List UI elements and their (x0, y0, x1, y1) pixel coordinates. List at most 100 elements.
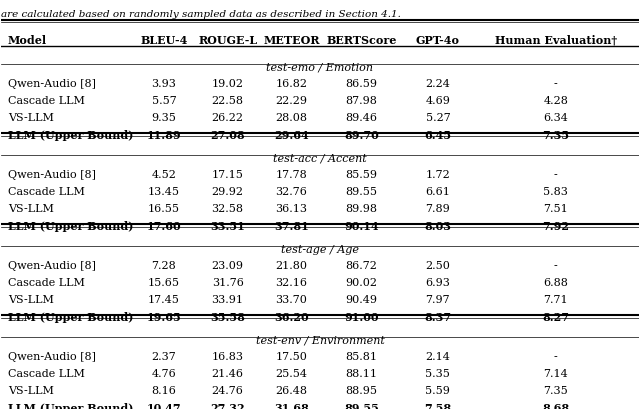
Text: Cascade LLM: Cascade LLM (8, 277, 84, 288)
Text: 35.58: 35.58 (210, 311, 245, 322)
Text: BLEU-4: BLEU-4 (140, 34, 188, 45)
Text: 2.24: 2.24 (426, 79, 451, 89)
Text: 7.35: 7.35 (543, 385, 568, 395)
Text: 13.45: 13.45 (148, 187, 180, 197)
Text: 16.82: 16.82 (275, 79, 307, 89)
Text: 7.51: 7.51 (543, 203, 568, 213)
Text: 17.78: 17.78 (275, 170, 307, 180)
Text: Human Evaluation†: Human Evaluation† (495, 34, 617, 45)
Text: 8.27: 8.27 (542, 311, 569, 322)
Text: 21.80: 21.80 (275, 261, 307, 271)
Text: 87.98: 87.98 (346, 96, 378, 106)
Text: VS-LLM: VS-LLM (8, 203, 54, 213)
Text: 19.02: 19.02 (212, 79, 244, 89)
Text: 6.93: 6.93 (426, 277, 451, 288)
Text: 4.52: 4.52 (152, 170, 176, 180)
Text: ROUGE-L: ROUGE-L (198, 34, 257, 45)
Text: VS-LLM: VS-LLM (8, 112, 54, 123)
Text: 8.16: 8.16 (152, 385, 176, 395)
Text: 31.76: 31.76 (212, 277, 244, 288)
Text: 32.16: 32.16 (275, 277, 307, 288)
Text: 5.83: 5.83 (543, 187, 568, 197)
Text: 8.03: 8.03 (424, 220, 451, 231)
Text: 17.60: 17.60 (147, 220, 181, 231)
Text: 36.13: 36.13 (275, 203, 307, 213)
Text: 91.00: 91.00 (344, 311, 379, 322)
Text: 5.57: 5.57 (152, 96, 176, 106)
Text: LLM (Upper Bound): LLM (Upper Bound) (8, 220, 133, 231)
Text: 88.95: 88.95 (346, 385, 378, 395)
Text: 2.37: 2.37 (152, 351, 176, 362)
Text: 85.81: 85.81 (346, 351, 378, 362)
Text: 25.54: 25.54 (275, 368, 307, 378)
Text: are calculated based on randomly sampled data as described in Section 4.1.: are calculated based on randomly sampled… (1, 10, 401, 19)
Text: 89.70: 89.70 (344, 129, 379, 140)
Text: 88.11: 88.11 (346, 368, 378, 378)
Text: 22.58: 22.58 (212, 96, 244, 106)
Text: 4.28: 4.28 (543, 96, 568, 106)
Text: 6.88: 6.88 (543, 277, 568, 288)
Text: Model: Model (8, 34, 47, 45)
Text: test-env / Environment: test-env / Environment (255, 335, 385, 345)
Text: 7.14: 7.14 (543, 368, 568, 378)
Text: 89.98: 89.98 (346, 203, 378, 213)
Text: 89.55: 89.55 (344, 402, 379, 409)
Text: 90.14: 90.14 (344, 220, 379, 231)
Text: 89.46: 89.46 (346, 112, 378, 123)
Text: 28.08: 28.08 (275, 112, 307, 123)
Text: 7.35: 7.35 (542, 129, 570, 140)
Text: 26.48: 26.48 (275, 385, 307, 395)
Text: 31.68: 31.68 (274, 402, 308, 409)
Text: -: - (554, 79, 557, 89)
Text: Qwen-Audio [8]: Qwen-Audio [8] (8, 170, 96, 180)
Text: -: - (554, 261, 557, 271)
Text: 86.59: 86.59 (346, 79, 378, 89)
Text: 2.14: 2.14 (426, 351, 451, 362)
Text: Qwen-Audio [8]: Qwen-Audio [8] (8, 351, 96, 362)
Text: 23.09: 23.09 (212, 261, 244, 271)
Text: 29.64: 29.64 (274, 129, 308, 140)
Text: 90.02: 90.02 (346, 277, 378, 288)
Text: 17.15: 17.15 (212, 170, 244, 180)
Text: VS-LLM: VS-LLM (8, 294, 54, 304)
Text: 10.47: 10.47 (147, 402, 181, 409)
Text: 7.97: 7.97 (426, 294, 450, 304)
Text: Cascade LLM: Cascade LLM (8, 187, 84, 197)
Text: 5.59: 5.59 (426, 385, 451, 395)
Text: 32.58: 32.58 (212, 203, 244, 213)
Text: 6.45: 6.45 (424, 129, 451, 140)
Text: 16.55: 16.55 (148, 203, 180, 213)
Text: 9.35: 9.35 (152, 112, 176, 123)
Text: 32.76: 32.76 (275, 187, 307, 197)
Text: 89.55: 89.55 (346, 187, 378, 197)
Text: 7.71: 7.71 (543, 294, 568, 304)
Text: 1.72: 1.72 (426, 170, 451, 180)
Text: LLM (Upper Bound): LLM (Upper Bound) (8, 402, 133, 409)
Text: 17.45: 17.45 (148, 294, 180, 304)
Text: 33.70: 33.70 (275, 294, 307, 304)
Text: 7.28: 7.28 (152, 261, 176, 271)
Text: 27.08: 27.08 (211, 129, 245, 140)
Text: 6.34: 6.34 (543, 112, 568, 123)
Text: 85.59: 85.59 (346, 170, 378, 180)
Text: test-acc / Accent: test-acc / Accent (273, 153, 367, 163)
Text: 90.49: 90.49 (346, 294, 378, 304)
Text: 8.37: 8.37 (424, 311, 451, 322)
Text: 3.93: 3.93 (152, 79, 176, 89)
Text: 22.29: 22.29 (275, 96, 307, 106)
Text: 33.51: 33.51 (210, 220, 245, 231)
Text: -: - (554, 170, 557, 180)
Text: GPT-4o: GPT-4o (416, 34, 460, 45)
Text: 37.81: 37.81 (274, 220, 308, 231)
Text: Cascade LLM: Cascade LLM (8, 96, 84, 106)
Text: 6.61: 6.61 (426, 187, 451, 197)
Text: 5.27: 5.27 (426, 112, 451, 123)
Text: 27.32: 27.32 (211, 402, 245, 409)
Text: 21.46: 21.46 (212, 368, 244, 378)
Text: 8.68: 8.68 (542, 402, 570, 409)
Text: -: - (554, 351, 557, 362)
Text: 11.89: 11.89 (147, 129, 181, 140)
Text: VS-LLM: VS-LLM (8, 385, 54, 395)
Text: test-emo / Emotion: test-emo / Emotion (266, 63, 374, 72)
Text: Qwen-Audio [8]: Qwen-Audio [8] (8, 261, 96, 271)
